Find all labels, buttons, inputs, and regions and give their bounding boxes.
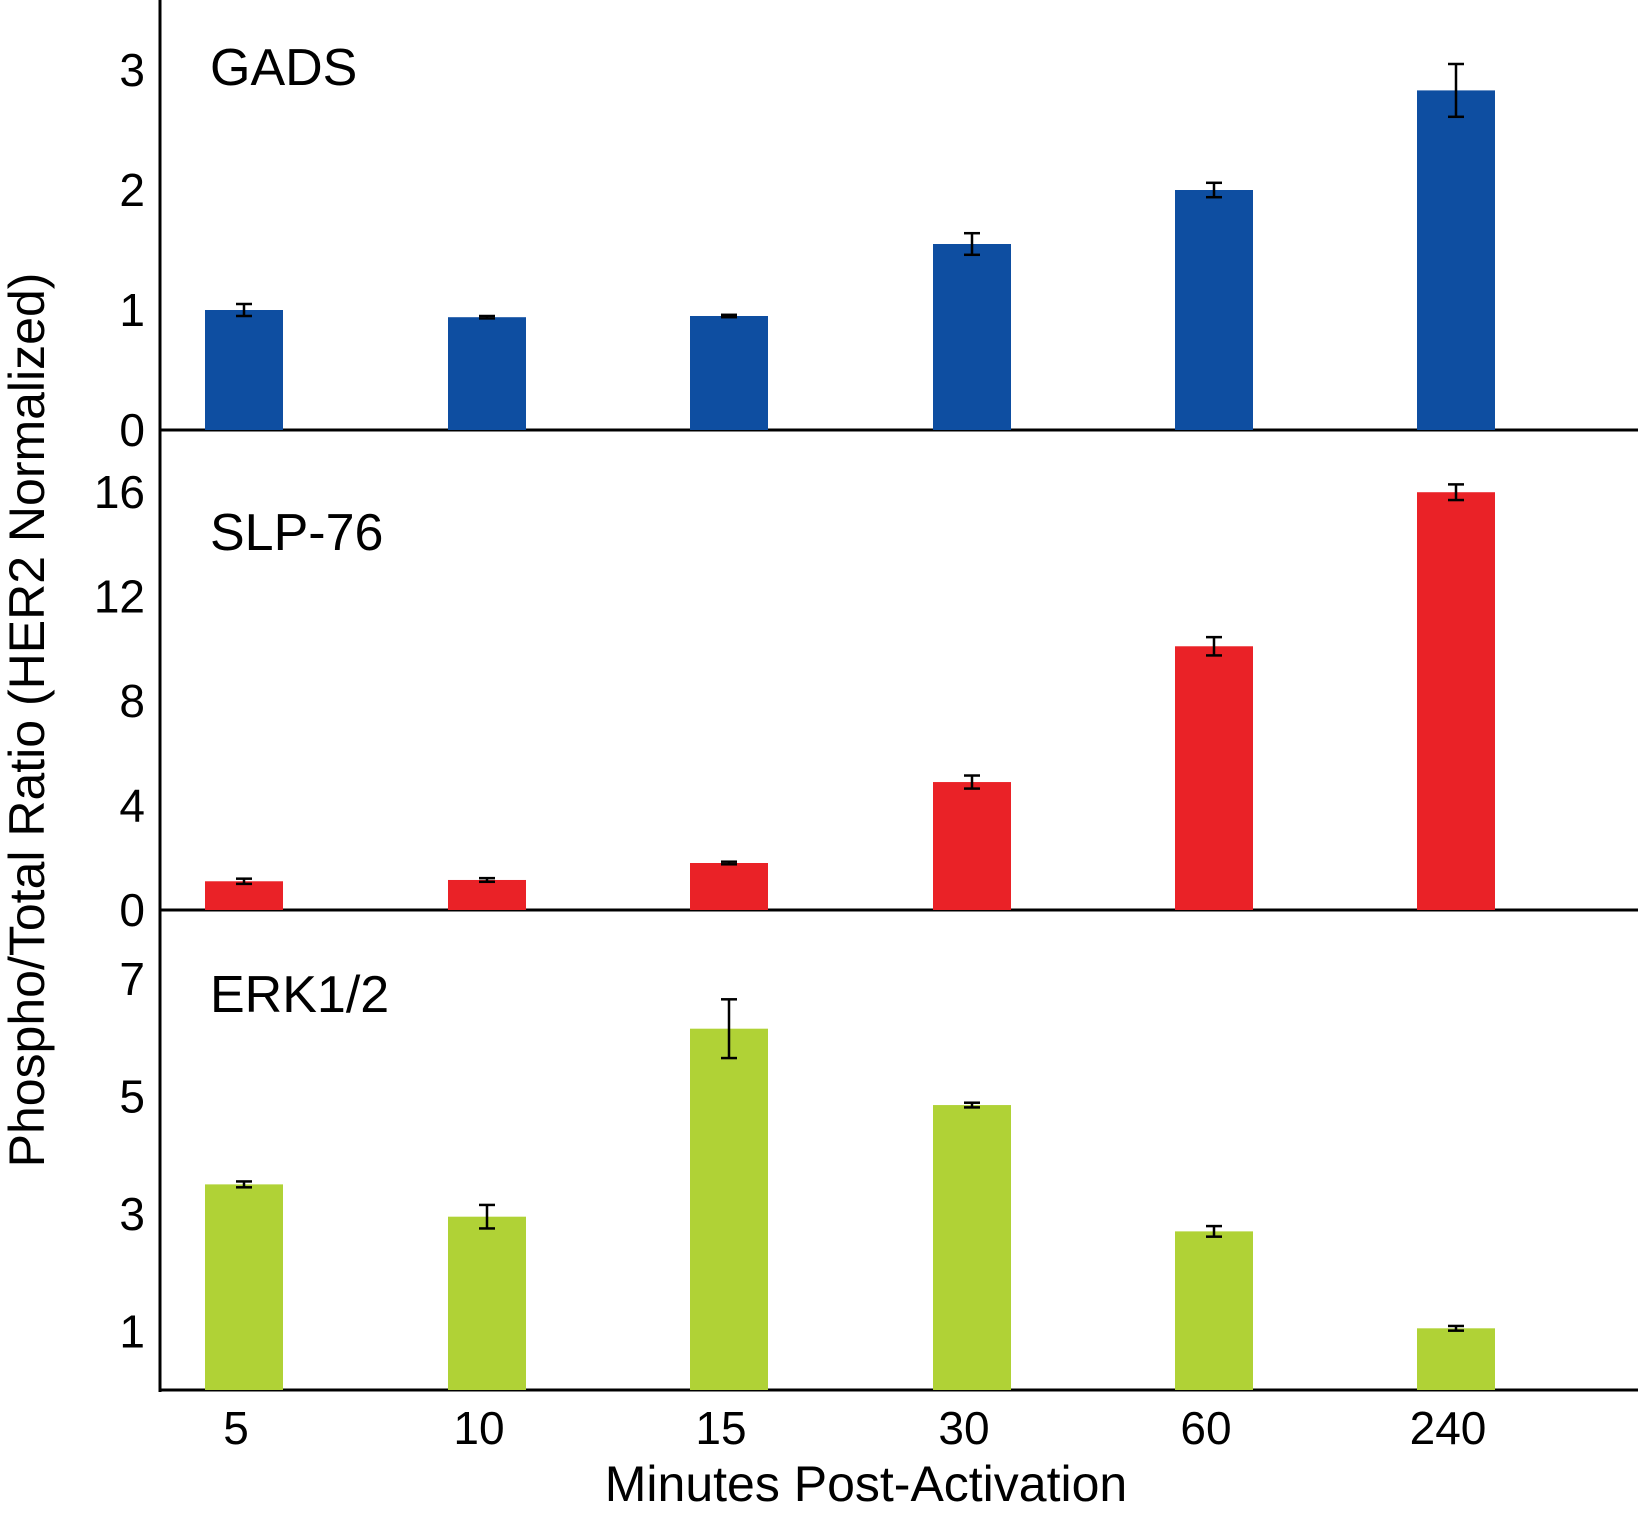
error-bar (1448, 483, 1464, 502)
bar (1175, 190, 1253, 430)
bar (205, 881, 283, 910)
y-tick-label: 3 (119, 1188, 145, 1240)
error-bar (236, 1180, 252, 1189)
bar (1417, 90, 1495, 431)
error-bar (236, 877, 252, 886)
y-tick-label: 1 (119, 284, 145, 336)
bar (933, 1105, 1011, 1390)
y-tick-label: 0 (119, 884, 145, 936)
error-bar (1448, 1324, 1464, 1332)
error-bar (721, 998, 737, 1060)
x-tick-label: 240 (1410, 1402, 1487, 1454)
bar (448, 1216, 526, 1390)
x-tick-label: 5 (223, 1402, 249, 1454)
y-tick-label: 5 (119, 1070, 145, 1122)
panel-title: SLP-76 (210, 504, 383, 562)
error-bar (721, 313, 737, 319)
panel-gads: GADS 0 1 2 3 (119, 39, 1638, 456)
panel-title: GADS (210, 39, 357, 97)
y-tick-label: 1 (119, 1305, 145, 1357)
y-tick-label: 0 (119, 404, 145, 456)
error-bar (479, 876, 495, 884)
bar (448, 317, 526, 430)
error-bar (236, 302, 252, 318)
bar (1417, 492, 1495, 910)
y-tick-label: 3 (119, 44, 145, 96)
bar (933, 244, 1011, 430)
bar (1417, 1328, 1495, 1390)
y-tick-label: 2 (119, 164, 145, 216)
bar (448, 879, 526, 910)
bar (205, 1184, 283, 1390)
bar (1175, 646, 1253, 910)
panel-erk1-2: ERK1/2 1 3 5 7 (119, 953, 1638, 1392)
panel-slp-76: SLP-76 0 4 8 12 16 (94, 466, 1638, 936)
y-tick-label: 12 (94, 571, 145, 623)
x-axis: 5 10 15 30 60 240 (223, 1402, 1486, 1454)
error-bar (1448, 62, 1464, 119)
error-bar (1206, 635, 1222, 657)
error-bar (964, 231, 980, 257)
y-tick-label: 4 (119, 780, 145, 832)
error-bar (479, 1203, 495, 1230)
bar (933, 782, 1011, 910)
y-axis-title: Phospho/Total Ratio (HER2 Normalized) (0, 273, 55, 1168)
bar (205, 310, 283, 430)
x-tick-label: 10 (453, 1402, 504, 1454)
x-tick-label: 30 (938, 1402, 989, 1454)
x-axis-title: Minutes Post-Activation (605, 1456, 1127, 1512)
y-tick-label: 7 (119, 953, 145, 1005)
error-bar (479, 314, 495, 320)
x-tick-label: 15 (695, 1402, 746, 1454)
error-bar (721, 860, 737, 866)
x-tick-label: 60 (1180, 1402, 1231, 1454)
bar (690, 863, 768, 910)
bar (1175, 1231, 1253, 1390)
error-bar (964, 1101, 980, 1109)
error-bar (964, 774, 980, 790)
bar (690, 316, 768, 430)
y-tick-label: 16 (94, 466, 145, 518)
y-tick-label: 8 (119, 675, 145, 727)
panel-title: ERK1/2 (210, 966, 389, 1024)
error-bar (1206, 181, 1222, 199)
bar (690, 1028, 768, 1390)
error-bar (1206, 1224, 1222, 1238)
